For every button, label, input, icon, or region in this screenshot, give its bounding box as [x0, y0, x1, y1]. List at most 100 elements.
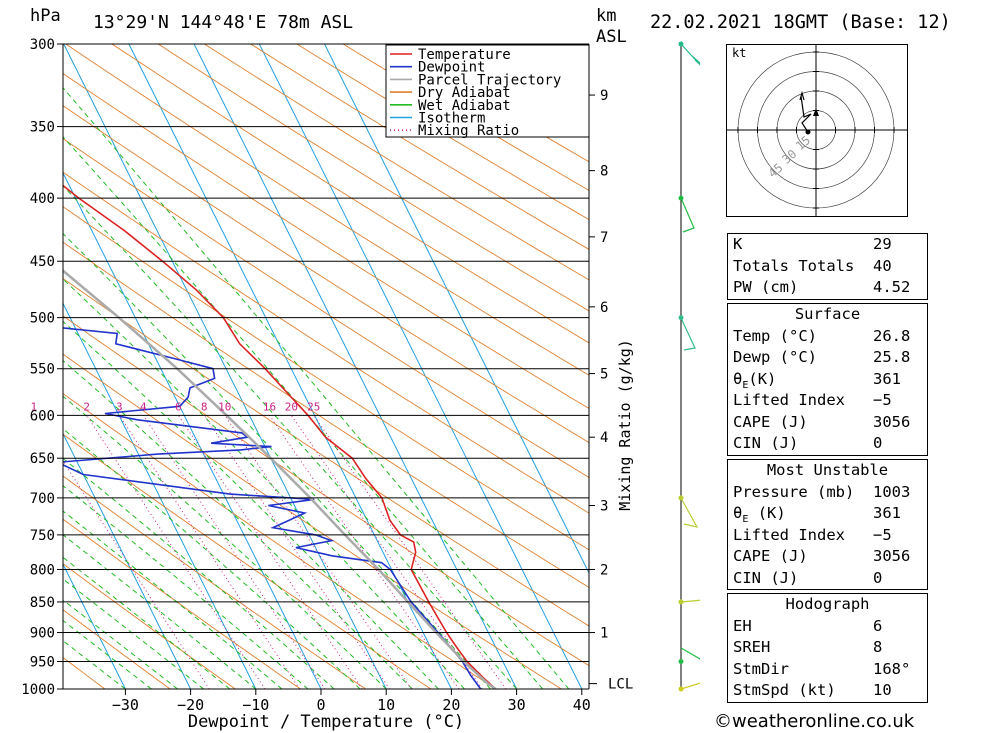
km-tick-label: 3: [600, 499, 608, 515]
surface-cin-row: CIN (J) 0: [733, 434, 883, 452]
k-index-row: K 29: [728, 234, 927, 256]
hodograph-surface-dot: [805, 129, 811, 135]
isotherm-line: [63, 432, 192, 689]
legend-entry: Dewpoint: [418, 60, 485, 76]
km-tick-label: 1: [600, 626, 608, 642]
isotherm-line: [63, 171, 322, 689]
pressure-tick-label: 800: [30, 562, 55, 578]
storm-motion-marker: [813, 108, 819, 116]
wind-barb: [680, 317, 696, 351]
mu-cape-row: CAPE (J) 3056: [733, 547, 911, 565]
hodograph-params-title: Hodograph: [785, 595, 870, 613]
dry-adiabat-line: [342, 44, 589, 191]
dry-adiabat-line: [204, 44, 589, 281]
legend-entry: Wet Adiabat: [418, 98, 511, 114]
dry-adiabat-line: [63, 137, 589, 478]
dry-adiabat-line: [63, 475, 366, 689]
hodograph-trace: [799, 90, 812, 133]
pressure-tick-label: 350: [30, 120, 55, 136]
dry-adiabat-line: [63, 353, 562, 689]
km-tick-label: 9: [600, 88, 608, 104]
totals-totals-row: Totals Totals 40: [728, 256, 927, 278]
temp-tick-label: −30: [112, 696, 139, 714]
wet-adiabat-line: [63, 619, 152, 689]
surface-panel: Surface Temp (°C) 26.8 Dewp (°C) 25.8 θE(K…: [727, 303, 928, 456]
wet-adiabat-line: [63, 457, 335, 689]
wind-barb-dot: [678, 315, 684, 321]
temp-tick-label: −20: [177, 696, 204, 714]
wind-barb: [680, 599, 700, 603]
km-tick-label: 2: [600, 562, 608, 578]
datetime-title: 22.02.2021 18GMT (Base: 12): [650, 12, 951, 33]
wet-adiabat-line: [63, 136, 544, 689]
km-tick-label: 5: [600, 367, 608, 383]
website-footer[interactable]: ©weatheronline.co.uk: [714, 711, 914, 732]
mixing-ratio-label: 2: [83, 400, 90, 413]
mixing-ratio-line: [269, 415, 460, 689]
dry-adiabat-line: [389, 44, 589, 163]
surface-li-row: Lifted Index −5: [733, 391, 892, 409]
mixing-ratio-label: 25: [307, 400, 320, 413]
wet-adiabat-line: [63, 599, 178, 689]
dry-adiabat-line: [250, 44, 589, 250]
surface-dewp-row: Dewp (°C) 25.8: [733, 348, 911, 366]
isotherm-line: [258, 44, 583, 689]
mixing-ratio-line: [86, 415, 266, 689]
wind-barb-dot: [678, 195, 684, 201]
x-axis-label: Dewpoint / Temperature (°C): [188, 712, 464, 732]
mixing-ratio-line: [290, 415, 483, 689]
dry-adiabat-line: [63, 433, 432, 689]
pw-value: 4.52: [873, 278, 911, 296]
mixing-ratio-label: 3: [116, 400, 123, 413]
mixing-ratio-label: 4: [140, 400, 147, 413]
eh-row: EH 6: [733, 616, 883, 635]
wind-barb: [680, 682, 700, 690]
pressure-tick-label: 400: [30, 191, 55, 207]
wet-adiabat-line: [63, 359, 413, 689]
pressure-tick-label: 1000: [21, 682, 55, 698]
mixing-ratio-label: 1: [31, 400, 38, 413]
surface-cape-row: CAPE (J) 3056: [733, 412, 911, 431]
dry-adiabat-line: [157, 44, 589, 312]
most-unstable-title: Most Unstable: [766, 461, 889, 479]
most-unstable-panel: Most Unstable Pressure (mb) 1003 θE (K) 36…: [727, 459, 928, 590]
wind-barb: [680, 43, 700, 66]
temp-tick-label: 0: [316, 696, 325, 714]
dry-adiabat-line: [63, 72, 589, 409]
skewt-diagram: 1 2 3 4 6 8 10 16 20 2530035040045050055060065070…: [21, 37, 700, 732]
km-tick-label: 6: [600, 300, 608, 316]
lcl-label: LCL: [608, 677, 633, 693]
wet-adiabat-line: [63, 395, 387, 689]
hodograph-params-panel: Hodograph EH 6 SREH 8 StmDir 168° StmSpd (k…: [727, 593, 928, 703]
mixing-ratio-label: 6: [175, 400, 182, 413]
stmspd-row: StmSpd (kt) 10: [733, 681, 892, 699]
isotherm-line: [63, 563, 126, 689]
website-link[interactable]: weatheronline.co.uk: [732, 711, 915, 732]
pressure-tick-label: 650: [30, 451, 55, 467]
pressure-tick-label: 500: [30, 311, 55, 327]
km-unit-label: km: [596, 6, 617, 26]
hpa-unit-label: hPa: [30, 6, 61, 26]
wind-barb-dot: [678, 495, 684, 501]
indices-panel: K 29 Totals Totals 40 PW (cm) 4.52: [727, 233, 928, 300]
pw-row: PW (cm) 4.52: [728, 277, 927, 299]
legend-entry: Mixing Ratio: [418, 123, 519, 139]
dry-adiabat-line: [63, 206, 589, 551]
pressure-tick-label: 550: [30, 362, 55, 378]
pressure-tick-label: 450: [30, 254, 55, 270]
parcel-trajectory-profile: [63, 269, 497, 689]
pressure-tick-label: 300: [30, 37, 55, 53]
wind-barb-dot: [678, 659, 684, 665]
wind-barb-dot: [678, 599, 684, 605]
temp-tick-label: −10: [242, 696, 269, 714]
legend-box: [385, 44, 590, 138]
pressure-tick-label: 900: [30, 626, 55, 642]
temp-tick-label: 40: [573, 696, 591, 714]
dewpoint-profile: [63, 327, 482, 689]
dry-adiabat-line: [63, 315, 589, 667]
hodograph-unit-label: kt: [732, 46, 746, 60]
dry-adiabat-line: [65, 44, 589, 376]
wind-barb: [680, 647, 700, 660]
mixing-ratio-label: 16: [263, 400, 276, 413]
